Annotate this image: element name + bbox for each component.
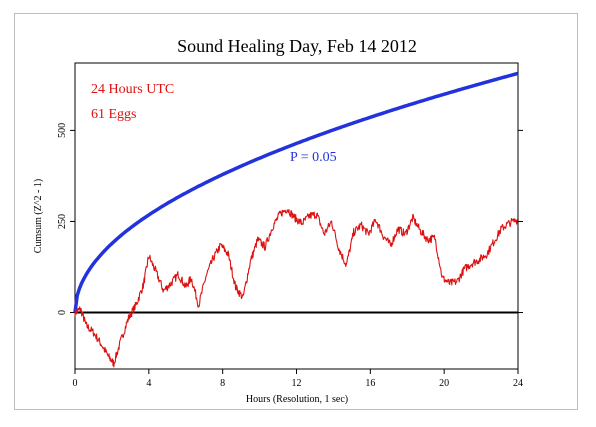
- y-tick-label: 500: [57, 123, 68, 138]
- y-tick-label: 250: [57, 214, 68, 229]
- y-tick-label: 0: [57, 310, 68, 315]
- x-axis-label: Hours (Resolution, 1 sec): [246, 394, 348, 405]
- annotation-p-value: P = 0.05: [290, 150, 337, 165]
- annotation-hours: 24 Hours UTC: [91, 82, 174, 97]
- x-tick-label: 20: [439, 378, 449, 389]
- x-tick-label: 0: [73, 378, 78, 389]
- x-tick-label: 8: [220, 378, 225, 389]
- x-tick-label: 24: [513, 378, 523, 389]
- plot-area: [74, 62, 519, 370]
- chart-title: Sound Healing Day, Feb 14 2012: [177, 36, 417, 56]
- series-line-cumsum: [74, 208, 519, 368]
- x-tick-label: 12: [292, 378, 302, 389]
- x-tick-label: 4: [146, 378, 151, 389]
- x-tick-label: 16: [365, 378, 375, 389]
- chart-frame: [14, 13, 578, 410]
- series-line-p05-envelope: [73, 71, 519, 313]
- y-axis-label: Cumsum (Z^2 - 1): [33, 179, 44, 253]
- axis-ticks: 0 4 8 12 16 20 24 0 250 500: [57, 123, 523, 389]
- annotation-eggs: 61 Eggs: [91, 107, 137, 122]
